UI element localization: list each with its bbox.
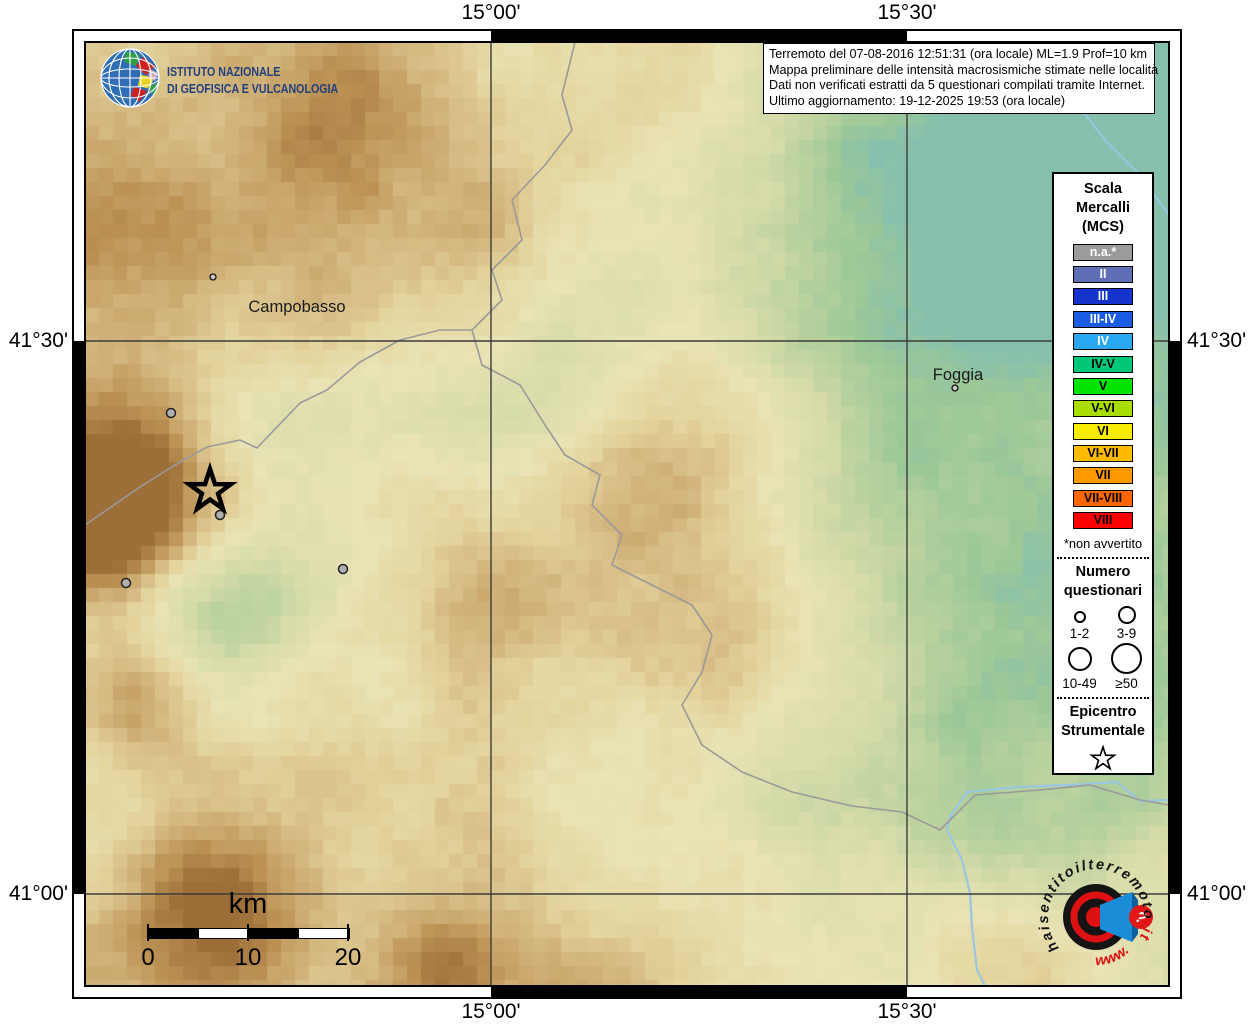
map-description: Mappa preliminare delle intensità macros… [769,62,1159,77]
questionnaire-dot [165,407,177,419]
axis-label-right-41-30: 41°30' [1187,329,1247,352]
mcs-level-ii: II [1073,266,1133,284]
mcs-level-v-vi: V-VI [1073,400,1133,418]
city-label-foggia: Foggia [932,366,984,384]
legend-footnote: *non avvertito [1063,535,1143,551]
scalebar-segment [249,929,299,938]
mcs-level-iii-iv: III-IV [1073,310,1133,328]
city-label-campobasso: Campobasso [248,298,346,316]
questionnaire-size-key: 1-2 3-9 10-49 ≥50 [1056,603,1150,691]
questionnaire-dot [337,563,349,575]
mcs-level-na: n.a.* [1073,243,1133,261]
epicenter-title-line: Epicentro [1069,703,1137,720]
scalebar-unit: km [228,888,268,920]
city-marker [209,273,217,281]
legend-title-line: Scala [1084,181,1122,197]
scalebar-tick [147,924,149,941]
map-overlay [85,42,1169,986]
mcs-level-iv: IV [1073,333,1133,351]
legend: Scala Mercalli (MCS) n.a.* II III III-IV… [1052,172,1154,775]
boundary-line [471,42,1169,831]
question-badge [1129,905,1153,929]
mcs-level-viii: VIII [1073,512,1133,530]
questionnaire-dot [214,509,226,521]
legend-separator [1057,556,1149,559]
city-marker [951,384,959,392]
axis-label-bottom-15-00: 15°00' [461,1000,521,1023]
haisentitoilterremoto-logo: ? haisentitoilterremoto .it www. [1036,857,1156,969]
frame-segment-bottom [491,985,907,998]
last-update: Ultimo aggiornamento: 19-12-2025 19:53 (… [769,93,1066,108]
mcs-level-vi: VI [1073,422,1133,440]
legend-separator [1057,696,1149,699]
size-label: 3-9 [1116,625,1137,641]
size-circle-50 [1111,642,1142,674]
size-circle-1-2 [1073,610,1086,623]
frame-segment-top [491,29,907,42]
scalebar-segment [149,929,199,938]
scalebar-tick [347,924,349,941]
epicenter-star-icon [1089,744,1117,771]
event-info-box: Terremoto del 07-08-2016 12:51:31 (ora l… [763,43,1159,115]
ingv-logo-globe [100,48,160,108]
megaphone-icon [1100,892,1132,942]
size-label: ≥50 [1115,675,1138,691]
size-label: 10-49 [1062,675,1097,691]
legend-title-line: (MCS) [1082,219,1124,235]
scalebar-label-20: 20 [334,944,362,971]
ingv-name-line2: DI GEOFISICA E VULCANOLOGIA [167,81,338,96]
axis-label-right-41-00: 41°00' [1187,882,1247,905]
axis-label-top-15-00: 15°00' [461,1,521,24]
questionnaires-title-line: questionari [1063,582,1143,599]
axis-label-left-41-30: 41°30' [8,329,68,352]
event-summary: Terremoto del 07-08-2016 12:51:31 (ora l… [769,47,1148,61]
epicenter-title-line: Strumentale [1061,722,1145,739]
mcs-level-vii-viii: VII-VIII [1073,489,1133,507]
axis-label-left-41-00: 41°00' [8,882,68,905]
mcs-level-vii: VII [1073,467,1133,485]
mcs-level-vi-vii: VI-VII [1073,445,1133,463]
epicenter-star [182,461,238,515]
mcs-level-iii: III [1073,288,1133,306]
data-disclaimer: Dati non verificati estratti da 5 questi… [769,78,1145,93]
frame-segment-right [1169,341,1182,894]
size-circle-10-49 [1067,646,1092,671]
axis-label-top-15-30: 15°30' [877,1,937,24]
boundary-line [85,329,472,526]
size-circle-3-9 [1117,605,1136,624]
terrain-map: Campobasso Foggia [85,42,1169,986]
ingv-logo: ISTITUTO NAZIONALE DI GEOFISICA E VULCAN… [100,48,338,108]
legend-title-line: Mercalli [1076,200,1130,216]
mcs-level-iv-v: IV-V [1073,355,1133,373]
river-line [945,780,1169,986]
terrain-canvas [85,42,1169,986]
frame-segment-left [72,341,85,894]
axis-label-bottom-15-30: 15°30' [877,1000,937,1023]
scalebar [148,928,350,939]
size-label: 1-2 [1069,625,1090,641]
questionnaire-dot [120,577,132,589]
questionnaires-title-line: Numero [1075,563,1131,580]
scalebar-label-10: 10 [234,944,262,971]
scalebar-label-0: 0 [141,944,155,971]
ingv-name-line1: ISTITUTO NAZIONALE [167,64,280,79]
scalebar-tick [247,924,249,941]
mcs-level-v: V [1073,377,1133,395]
